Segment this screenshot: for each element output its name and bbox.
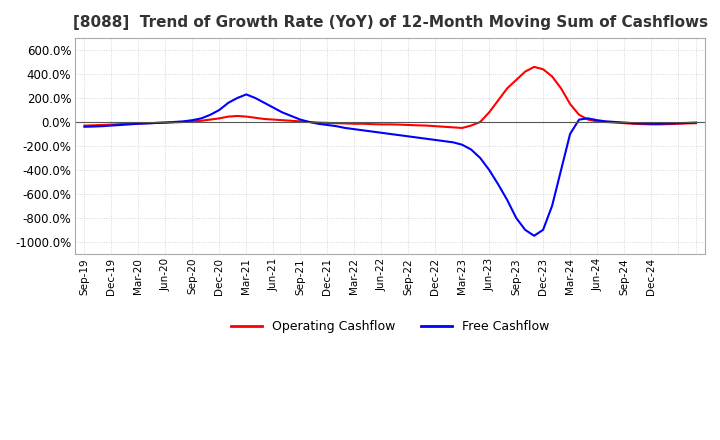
Free Cashflow bbox=[440, 139, 449, 144]
Operating Cashflow bbox=[566, 101, 575, 106]
Free Cashflow bbox=[683, 120, 691, 125]
Operating Cashflow bbox=[80, 123, 89, 128]
Line: Free Cashflow: Free Cashflow bbox=[84, 95, 696, 236]
Line: Operating Cashflow: Operating Cashflow bbox=[84, 67, 696, 128]
Free Cashflow bbox=[197, 116, 206, 121]
Free Cashflow bbox=[692, 120, 701, 125]
Operating Cashflow bbox=[431, 124, 439, 129]
Operating Cashflow bbox=[197, 118, 206, 123]
Operating Cashflow bbox=[179, 119, 188, 125]
Free Cashflow bbox=[125, 122, 134, 127]
Free Cashflow bbox=[242, 92, 251, 97]
Operating Cashflow bbox=[692, 121, 701, 126]
Free Cashflow bbox=[566, 131, 575, 136]
Free Cashflow bbox=[80, 124, 89, 129]
Operating Cashflow bbox=[530, 64, 539, 70]
Operating Cashflow bbox=[458, 125, 467, 131]
Title: [8088]  Trend of Growth Rate (YoY) of 12-Month Moving Sum of Cashflows: [8088] Trend of Growth Rate (YoY) of 12-… bbox=[73, 15, 708, 30]
Free Cashflow bbox=[179, 119, 188, 124]
Operating Cashflow bbox=[683, 121, 691, 126]
Legend: Operating Cashflow, Free Cashflow: Operating Cashflow, Free Cashflow bbox=[226, 315, 554, 338]
Operating Cashflow bbox=[125, 121, 134, 126]
Free Cashflow bbox=[530, 233, 539, 238]
